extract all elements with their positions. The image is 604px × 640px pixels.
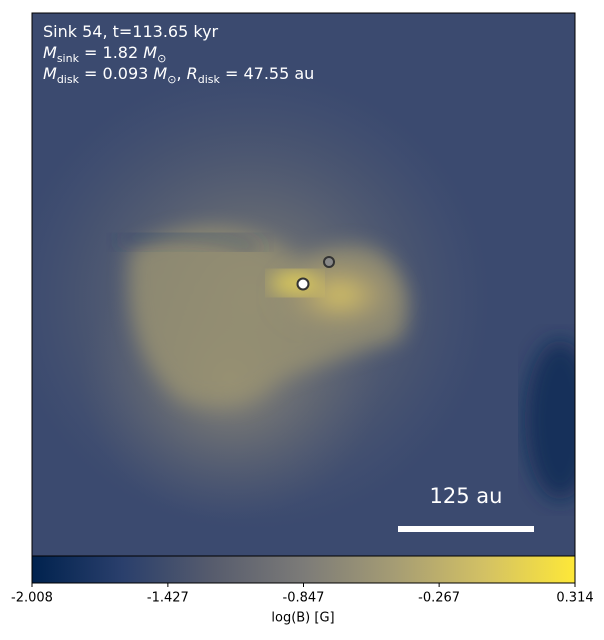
annotation-text: R — [187, 64, 198, 83]
annotation-text: M — [153, 64, 167, 83]
colorbar — [31, 555, 576, 584]
annotation-text: M — [43, 43, 57, 62]
annotation-text: = 0.093 — [79, 64, 153, 83]
annotation-text: Sink 54, t=113.65 kyr — [43, 22, 219, 41]
tick-label: -1.427 — [147, 591, 189, 606]
subscript: disk — [198, 73, 221, 86]
colorbar-label: log(B) [G] — [271, 611, 334, 626]
annotation-text: M — [143, 43, 157, 62]
subscript: ⊙ — [157, 52, 166, 65]
subscript: disk — [57, 73, 80, 86]
annotation: Msink = 1.82 M⊙ — [43, 43, 166, 65]
subscript: sink — [57, 52, 80, 65]
field-image — [32, 13, 575, 556]
annotation-text: = 47.55 au — [220, 64, 314, 83]
annotation: Mdisk = 0.093 M⊙, Rdisk = 47.55 au — [43, 64, 314, 86]
scale-bar-label: 125 au — [430, 484, 503, 508]
subscript: ⊙ — [167, 73, 176, 86]
tick-label: -0.847 — [283, 591, 325, 606]
annotation-text: , — [176, 64, 186, 83]
annotation-text: = 1.82 — [79, 43, 143, 62]
annotation: Sink 54, t=113.65 kyr — [43, 22, 219, 41]
tick-label: 0.314 — [556, 591, 593, 606]
tick-label: -2.008 — [11, 591, 53, 606]
tick-label: -0.267 — [418, 591, 460, 606]
annotation-text: M — [43, 64, 57, 83]
